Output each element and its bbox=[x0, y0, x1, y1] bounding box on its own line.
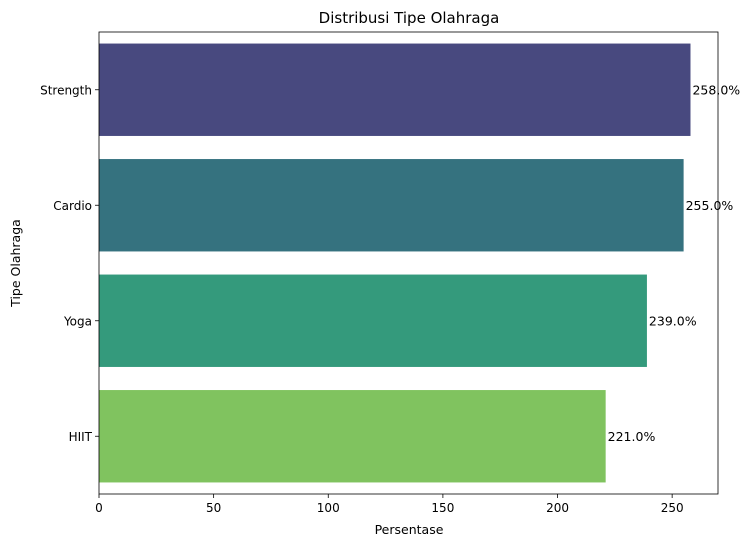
x-tick-label: 250 bbox=[661, 501, 684, 515]
y-axis: Strength Cardio Yoga HIIT bbox=[40, 83, 99, 444]
data-label-strength: 258.0% bbox=[692, 82, 740, 97]
data-label-hiit: 221.0% bbox=[608, 429, 656, 444]
bar-cardio bbox=[99, 159, 684, 252]
x-tick-label: 0 bbox=[95, 501, 103, 515]
x-axis-label: Persentase bbox=[375, 522, 444, 537]
plot-frame bbox=[98, 31, 719, 495]
bar-hiit bbox=[99, 390, 606, 483]
x-axis: 0 50 100 150 200 250 bbox=[95, 494, 684, 515]
x-tick-label: 100 bbox=[317, 501, 340, 515]
data-labels-group: 258.0% 255.0% 239.0% 221.0% bbox=[608, 82, 741, 444]
data-label-yoga: 239.0% bbox=[649, 313, 697, 328]
bars-group bbox=[99, 43, 691, 483]
bar-strength bbox=[99, 43, 691, 136]
chart-title: Distribusi Tipe Olahraga bbox=[319, 9, 500, 27]
x-tick-label: 150 bbox=[431, 501, 454, 515]
x-tick-label: 200 bbox=[546, 501, 569, 515]
x-tick-label: 50 bbox=[206, 501, 221, 515]
y-axis-label: Tipe Olahraga bbox=[8, 219, 23, 308]
y-tick-label: Strength bbox=[40, 83, 92, 97]
data-label-cardio: 255.0% bbox=[686, 198, 734, 213]
y-tick-label: HIIT bbox=[69, 430, 93, 444]
y-tick-label: Yoga bbox=[63, 314, 92, 328]
bar-yoga bbox=[99, 274, 647, 367]
y-tick-label: Cardio bbox=[53, 199, 92, 213]
